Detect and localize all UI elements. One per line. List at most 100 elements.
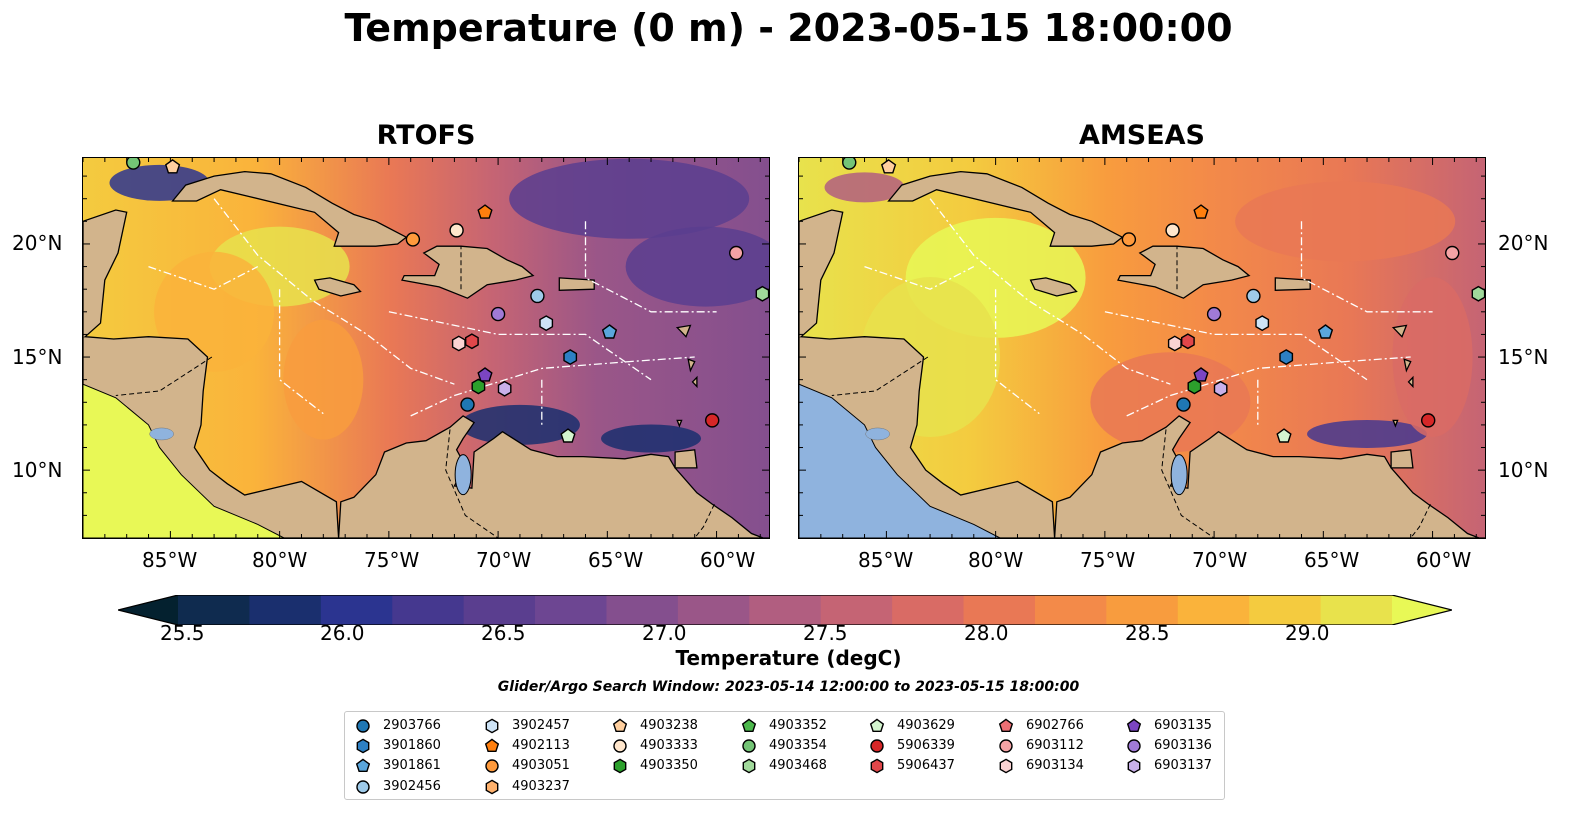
lat-label-right: 15°N: [1498, 345, 1549, 369]
legend-symbol[interactable]: [1127, 739, 1141, 753]
land-area: [1391, 324, 1408, 338]
float-marker-3901860[interactable]: [1279, 349, 1294, 366]
float-marker-6903136[interactable]: [1206, 306, 1222, 322]
map-panel-rtofs[interactable]: [82, 157, 770, 539]
land-area: [313, 277, 362, 297]
float-marker-6903136[interactable]: [490, 306, 506, 322]
legend-marker-pentagon-icon: [612, 718, 628, 733]
float-marker-4903629[interactable]: [560, 428, 576, 443]
float-marker-4903468[interactable]: [755, 285, 769, 302]
legend-symbol[interactable]: [742, 739, 756, 753]
float-marker-3901860[interactable]: [563, 349, 578, 366]
legend-symbol[interactable]: [485, 779, 499, 795]
legend-marker-hexagon-icon: [613, 758, 627, 774]
colorbar-over-extend: [1392, 595, 1452, 625]
land-area: [1390, 449, 1414, 469]
legend-symbol[interactable]: [870, 739, 884, 753]
colorbar-tick: 28.5: [1125, 621, 1170, 645]
float-marker-6903134[interactable]: [1167, 335, 1182, 352]
legend-symbol[interactable]: [485, 759, 499, 773]
colorbar: [117, 594, 1453, 626]
land-area: [1274, 277, 1311, 291]
lon-label: 60°W: [700, 548, 756, 572]
float-marker-3902457[interactable]: [539, 315, 554, 332]
land-area: [1407, 375, 1414, 389]
float-marker-3902457[interactable]: [1255, 315, 1270, 332]
float-marker-2903766[interactable]: [1176, 397, 1191, 412]
float-marker-6903112[interactable]: [729, 245, 744, 261]
legend-symbol[interactable]: [485, 718, 499, 734]
legend-marker-pentagon-icon: [741, 718, 757, 733]
legend-symbol[interactable]: [613, 758, 627, 774]
legend-marker-circle-icon: [485, 759, 499, 773]
legend-symbol[interactable]: [998, 718, 1014, 733]
float-marker-4903350[interactable]: [471, 378, 486, 395]
float-marker-5906339[interactable]: [1420, 413, 1436, 428]
legend-marker-circle-icon: [999, 739, 1013, 753]
float-marker-6903112[interactable]: [1445, 245, 1460, 261]
legend-label: 3901860: [383, 738, 441, 753]
float-marker-4903051[interactable]: [1121, 232, 1137, 247]
legend-symbol[interactable]: [356, 719, 370, 733]
lat-label-right: 10°N: [1498, 458, 1549, 482]
land-area: [691, 375, 698, 389]
colorbar-segment: [892, 595, 965, 625]
float-marker-4902113[interactable]: [477, 204, 493, 219]
legend-label: 5906437: [897, 758, 955, 773]
float-marker-4903354[interactable]: [126, 158, 141, 170]
float-marker-5906437[interactable]: [1181, 333, 1195, 350]
legend-symbol[interactable]: [613, 739, 627, 753]
colorbar-under-extend: [118, 595, 178, 625]
colorbar-title: Temperature (degC): [675, 646, 902, 670]
lon-label: 70°W: [1192, 548, 1248, 572]
legend-symbol[interactable]: [355, 758, 371, 773]
legend-symbol[interactable]: [356, 780, 370, 794]
float-marker-4903333[interactable]: [449, 223, 464, 238]
land-area: [337, 415, 769, 538]
land-area: [1029, 277, 1078, 297]
float-marker-4903238[interactable]: [880, 159, 897, 174]
legend-marker-hexagon-icon: [999, 758, 1013, 774]
float-marker-6903134[interactable]: [451, 335, 466, 352]
float-marker-4903051[interactable]: [405, 232, 421, 247]
legend-symbol[interactable]: [742, 758, 756, 774]
legend-symbol[interactable]: [741, 718, 757, 733]
float-marker-4903333[interactable]: [1165, 223, 1180, 238]
legend-symbol[interactable]: [484, 738, 500, 753]
float-marker-2903766[interactable]: [460, 397, 475, 412]
float-marker-3901861[interactable]: [601, 324, 618, 339]
float-marker-3902456[interactable]: [530, 288, 545, 304]
legend-label: 6903136: [1154, 738, 1212, 753]
legend-symbol[interactable]: [356, 738, 370, 754]
float-marker-5906437[interactable]: [465, 333, 479, 350]
map-panel-amseas[interactable]: [798, 157, 1486, 539]
colorbar-segment: [1034, 595, 1107, 625]
colorbar-tick: 28.0: [964, 621, 1009, 645]
float-marker-3902456[interactable]: [1246, 288, 1261, 304]
float-marker-4903238[interactable]: [164, 159, 181, 174]
panel-title-rtofs: RTOFS: [376, 120, 476, 151]
legend-marker-circle-icon: [356, 780, 370, 794]
float-marker-4903629[interactable]: [1276, 428, 1292, 443]
float-marker-4902113[interactable]: [1193, 204, 1209, 219]
colorbar-segment: [677, 595, 750, 625]
legend-symbol[interactable]: [870, 758, 884, 774]
legend-symbol[interactable]: [1126, 718, 1142, 733]
float-marker-5906339[interactable]: [704, 413, 720, 428]
legend-symbol[interactable]: [612, 718, 628, 733]
float-marker-4903354[interactable]: [842, 158, 857, 170]
float-marker-6903135[interactable]: [477, 367, 493, 382]
float-marker-6903135[interactable]: [1193, 367, 1209, 382]
float-marker-4903468[interactable]: [1471, 285, 1485, 302]
legend-symbol[interactable]: [999, 739, 1013, 753]
colorbar-tick: 27.0: [642, 621, 687, 645]
float-marker-3901861[interactable]: [1317, 324, 1334, 339]
legend-marker-circle-icon: [1127, 739, 1141, 753]
lat-label-left: 15°N: [12, 345, 63, 369]
legend-symbol[interactable]: [999, 758, 1013, 774]
legend-symbol[interactable]: [1127, 758, 1141, 774]
float-marker-6903137[interactable]: [497, 380, 512, 397]
legend-symbol[interactable]: [869, 718, 885, 733]
float-marker-4903350[interactable]: [1187, 378, 1202, 395]
float-marker-6903137[interactable]: [1213, 380, 1228, 397]
